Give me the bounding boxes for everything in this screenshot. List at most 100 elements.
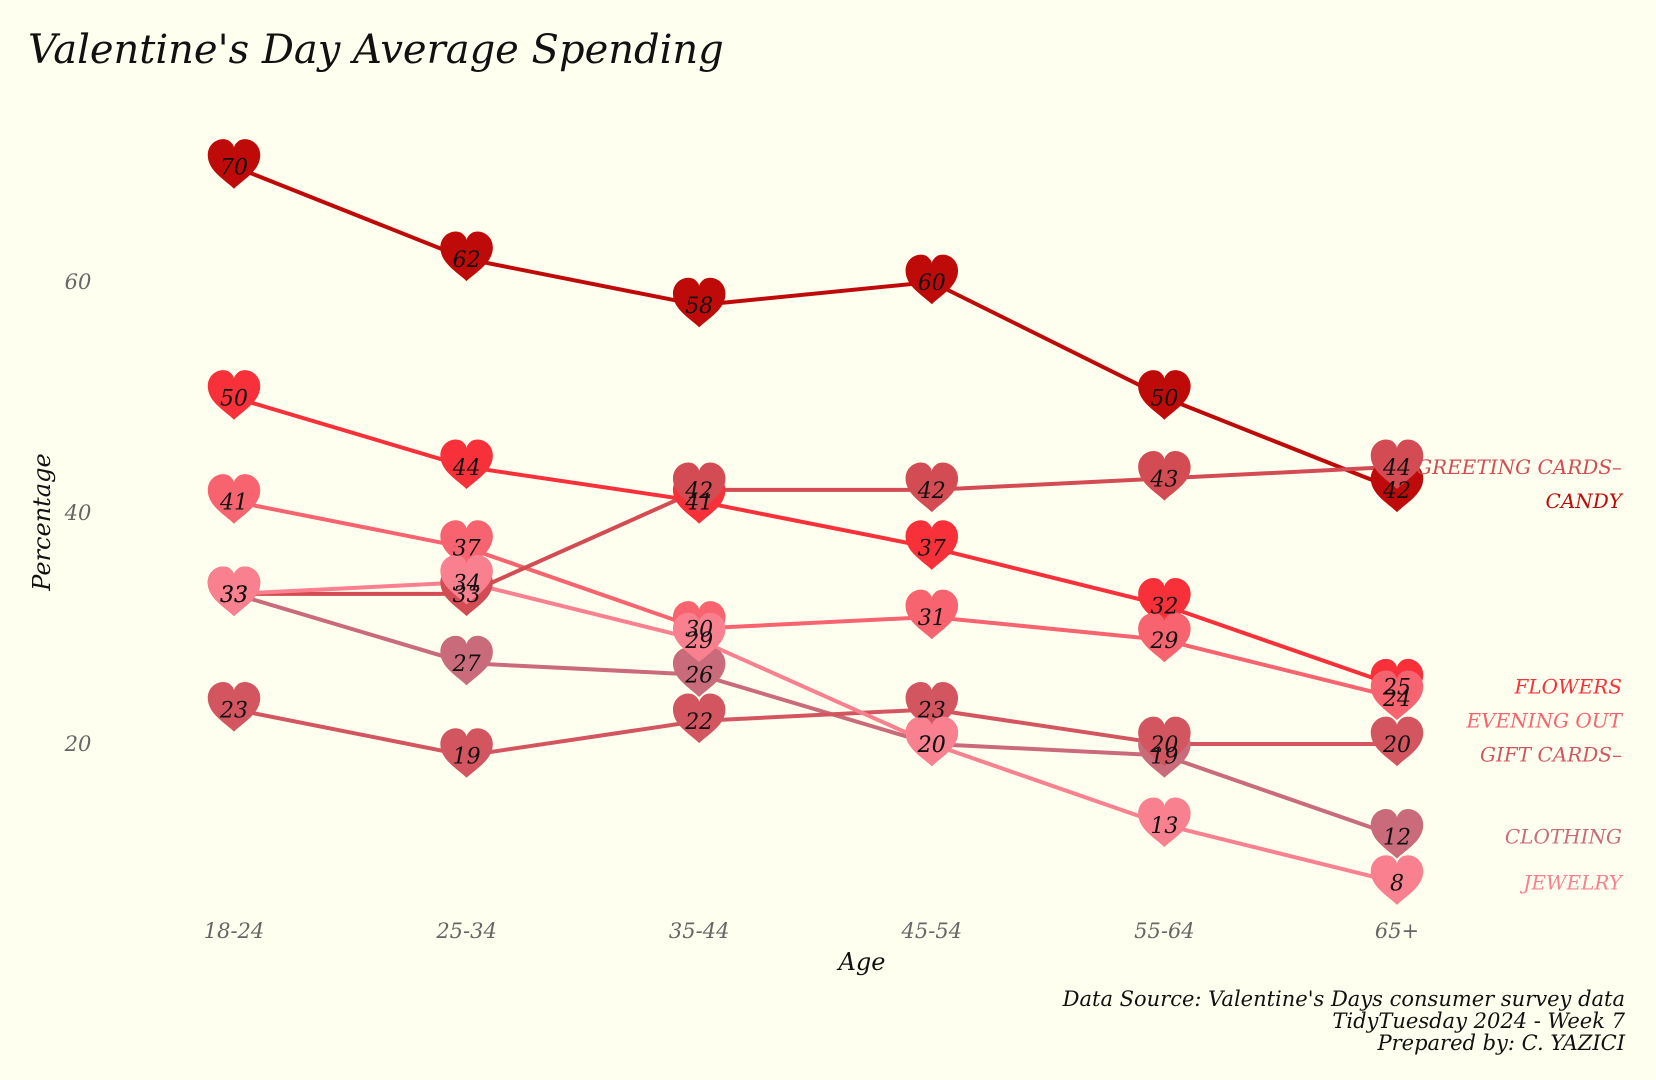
heart-marker	[1370, 716, 1424, 767]
caption-source: Data Source: Valentine's Days consumer s…	[1062, 987, 1625, 1011]
series-end-label: CANDY	[1546, 489, 1624, 513]
heart-marker	[905, 254, 959, 305]
data-label: 22	[684, 710, 713, 735]
series-line	[233, 499, 1398, 700]
data-label: 33	[220, 583, 248, 608]
series-end-label: GREETING CARDS–	[1416, 455, 1622, 479]
heart-marker	[1370, 855, 1424, 905]
heart-marker	[1138, 370, 1191, 420]
series-line	[233, 395, 1398, 689]
series-end-label: CLOTHING	[1505, 824, 1622, 848]
series-end-label: EVENING OUT	[1466, 708, 1624, 732]
data-label: 31	[918, 606, 946, 631]
caption-author: Prepared by: C. YAZICI	[1376, 1031, 1625, 1055]
data-label: 58	[685, 294, 713, 319]
heart-marker	[440, 728, 493, 778]
y-tick-label: 60	[65, 270, 92, 294]
data-label: 29	[684, 629, 713, 654]
heart-marker	[440, 439, 493, 490]
heart-marker	[440, 635, 493, 686]
heart-marker	[207, 566, 261, 617]
data-label: 20	[917, 733, 946, 758]
heart-marker	[672, 647, 726, 697]
data-label: 33	[220, 583, 248, 608]
series-line	[233, 580, 1398, 885]
heart-marker	[207, 370, 261, 420]
x-tick-label: 45-54	[901, 919, 963, 943]
heart-marker	[207, 474, 261, 524]
data-label: 50	[1150, 387, 1178, 412]
series-end-label: FLOWERS	[1514, 674, 1622, 698]
heart-marker	[1138, 797, 1191, 848]
heart-marker	[672, 462, 726, 513]
heart-marker	[1370, 809, 1424, 859]
data-label: 26	[684, 664, 713, 689]
heart-marker	[440, 554, 493, 605]
series-markers: 70 62 58 60 50 42 50 44 41 37 32 25 41 37 30 31 29 24 33 33…	[207, 139, 1424, 905]
series-line	[233, 164, 1398, 492]
heart-marker	[905, 462, 959, 513]
data-label: 44	[1382, 456, 1411, 481]
data-label: 29	[1149, 629, 1178, 654]
x-tick-label: 18-24	[204, 919, 265, 943]
x-tick-label: 55-64	[1134, 919, 1195, 943]
series-lines	[233, 164, 1398, 885]
data-label: 23	[917, 698, 946, 723]
data-label: 33	[453, 583, 481, 608]
data-label: 19	[453, 745, 481, 770]
data-label: 43	[1149, 467, 1178, 492]
x-tick-label: 65+	[1375, 919, 1419, 943]
series-line	[234, 464, 1398, 596]
data-label: 32	[1150, 594, 1178, 619]
data-label: 25	[1382, 675, 1411, 700]
x-tick-label: 35-44	[669, 919, 730, 943]
series-line	[233, 707, 1397, 758]
data-label: 41	[219, 490, 248, 515]
heart-marker	[672, 277, 726, 328]
series-end-label: JEWELRY	[1519, 871, 1623, 895]
data-label: 30	[685, 618, 713, 643]
data-label: 27	[452, 652, 481, 677]
data-label: 33	[220, 583, 248, 608]
data-label: 41	[684, 490, 713, 515]
chart-title: Valentine's Day Average Spending	[28, 27, 724, 73]
heart-marker	[1370, 670, 1424, 721]
data-label: 37	[453, 537, 481, 562]
heart-marker	[1138, 716, 1191, 767]
data-label: 42	[917, 479, 946, 504]
series-line	[233, 591, 1398, 839]
x-axis-title: Age	[837, 948, 886, 976]
series-end-labels: GREETING CARDS– CANDY FLOWERS EVENING OUT GI…	[1416, 455, 1624, 895]
heart-marker	[440, 231, 493, 282]
heart-marker	[672, 693, 726, 744]
data-label: 42	[684, 479, 713, 504]
heart-marker	[207, 139, 261, 189]
data-label: 62	[453, 248, 481, 273]
data-label: 70	[220, 156, 248, 181]
data-label: 37	[918, 537, 946, 562]
data-label: 24	[1382, 687, 1411, 712]
x-tick-label: 25-34	[435, 919, 497, 943]
heart-marker	[207, 682, 261, 732]
heart-marker	[905, 716, 959, 767]
data-label: 13	[1150, 814, 1178, 839]
data-label: 20	[917, 733, 946, 758]
series-end-label: GIFT CARDS–	[1480, 742, 1622, 766]
data-label: 19	[1150, 745, 1178, 770]
y-axis-title: Percentage	[28, 453, 56, 591]
heart-marker	[1138, 612, 1191, 663]
heart-marker	[905, 589, 959, 640]
caption-tidytuesday: TidyTuesday 2024 - Week 7	[1332, 1009, 1625, 1033]
heart-marker	[1138, 451, 1191, 501]
heart-marker	[1370, 439, 1424, 490]
y-tick-label: 20	[64, 732, 92, 756]
y-axis-ticks: 20 40 60	[64, 270, 92, 756]
data-label: 50	[220, 387, 248, 412]
data-label: 44	[452, 456, 481, 481]
heart-marker	[905, 520, 959, 570]
data-label: 8	[1390, 872, 1404, 897]
x-axis-ticks: 18-24 25-34 35-44 45-54 55-64 65+	[204, 919, 1419, 943]
data-label: 23	[219, 698, 248, 723]
data-label: 12	[1383, 825, 1411, 850]
